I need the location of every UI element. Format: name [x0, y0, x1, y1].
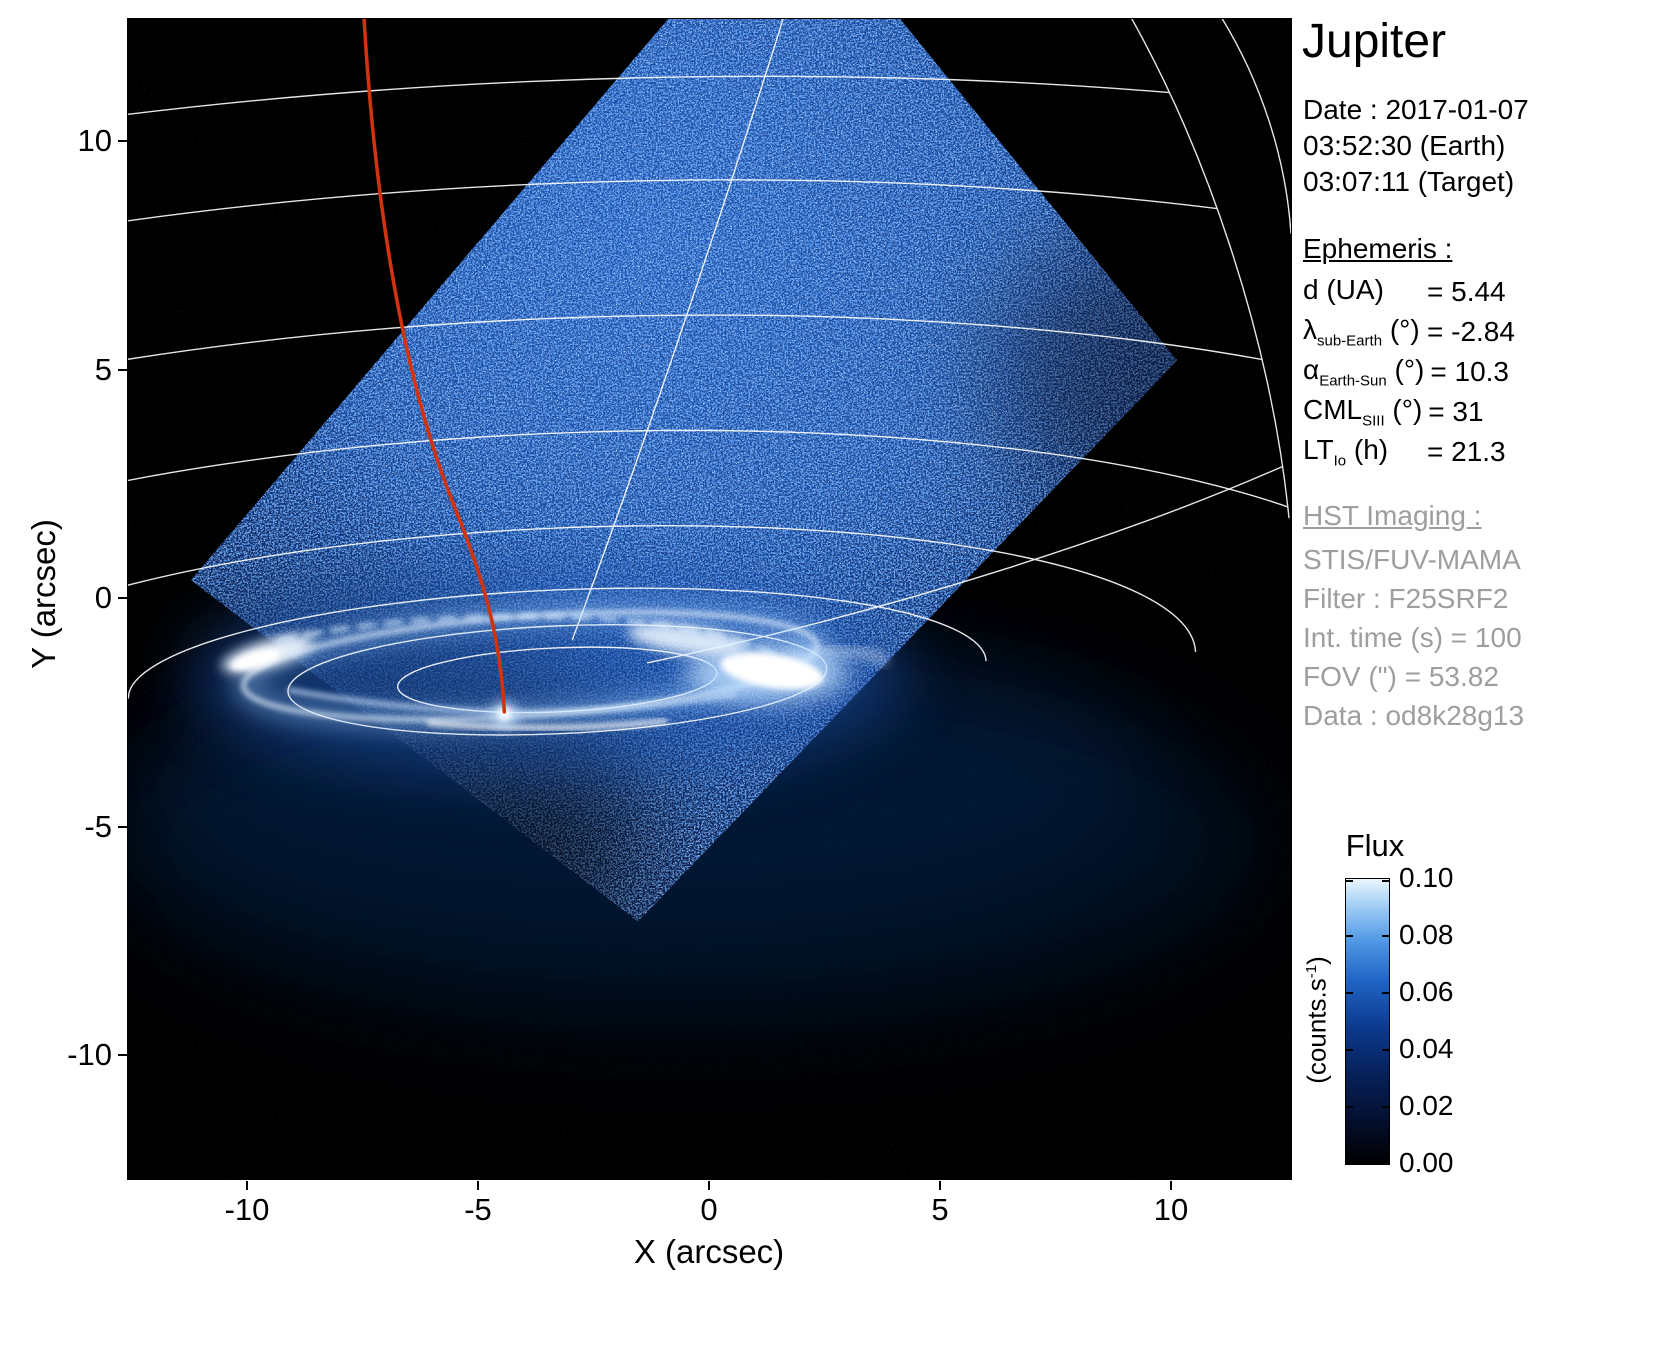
y-tick-label: -5: [84, 809, 112, 844]
axis-tick: [477, 1181, 479, 1190]
axis-tick: [118, 369, 127, 371]
x-tick-label: 0: [700, 1192, 718, 1227]
int-time-line: Int. time (s) = 100: [1303, 622, 1522, 653]
ephemeris-row-subearth-lat: λsub-Earth (°) = -2.84: [1303, 312, 1675, 352]
observation-datetime: Date : 2017-01-07 03:52:30 (Earth) 03:07…: [1303, 92, 1529, 200]
axis-tick: [708, 1181, 710, 1190]
y-tick-label: 5: [94, 352, 112, 387]
hst-imaging-heading: HST Imaging :: [1303, 500, 1482, 531]
ephemeris-row-distance: d (UA) = 5.44: [1303, 272, 1675, 312]
axis-tick: [1170, 1181, 1172, 1190]
filter-line: Filter : F25SRF2: [1303, 583, 1509, 614]
ephemeris-value: = -2.84: [1427, 316, 1515, 347]
ephemeris-heading: Ephemeris :: [1303, 233, 1453, 264]
ephemeris-label: LTIo (h): [1303, 434, 1389, 470]
x-axis-title: X (arcsec): [633, 1233, 785, 1270]
ephemeris-label: αEarth-Sun (°): [1303, 354, 1425, 390]
colorbar-tick-label: 0.02: [1399, 1090, 1454, 1121]
axis-tick: [118, 826, 127, 828]
fov-line: FOV (") = 53.82: [1303, 661, 1499, 692]
meridian-line: [646, 457, 1291, 664]
colorbar-tick-label: 0.08: [1399, 919, 1454, 950]
ephemeris-value: = 10.3: [1430, 356, 1510, 387]
ephemeris-row-cml: CMLSIII (°) = 31: [1303, 392, 1675, 432]
dataset-line: Data : od8k28g13: [1303, 700, 1525, 731]
x-tick-label: 10: [1153, 1192, 1189, 1227]
io-footprint-track: [362, 19, 507, 714]
earth-time-line: 03:52:30 (Earth): [1303, 130, 1506, 161]
y-tick-label: -10: [67, 1037, 112, 1072]
ephemeris-row-phase-angle: αEarth-Sun (°) = 10.3: [1303, 352, 1675, 392]
limb-arc: [1131, 19, 1290, 519]
ephemeris-row-io-local-time: LTIo (h) = 21.3: [1303, 432, 1675, 472]
x-tick-label: -5: [464, 1192, 492, 1227]
colorbar-units-label: (counts.s-1): [1301, 956, 1332, 1084]
ephemeris-value: = 21.3: [1427, 436, 1506, 467]
ephemeris-value: = 5.44: [1427, 276, 1506, 307]
colorbar-tick-label: 0.10: [1399, 862, 1454, 893]
image-canvas: [128, 19, 1291, 1179]
hst-imaging-block: STIS/FUV-MAMA Filter : F25SRF2 Int. time…: [1303, 540, 1524, 735]
colorbar-tick-label: 0.04: [1399, 1033, 1454, 1064]
ephemeris-label: d (UA): [1303, 274, 1384, 306]
limb-arc-outer: [1221, 19, 1291, 234]
y-axis-title: Y (arcsec): [25, 519, 62, 669]
axis-tick: [118, 140, 127, 142]
colorbar-tick-label: 0.00: [1399, 1147, 1454, 1178]
axis-tick: [118, 1054, 127, 1056]
colorbar-tick-label: 0.06: [1399, 976, 1454, 1007]
axis-tick: [939, 1181, 941, 1190]
x-tick-label: -10: [224, 1192, 270, 1227]
y-tick-label: 10: [77, 123, 112, 158]
ephemeris-value: = 31: [1428, 396, 1484, 427]
axis-tick: [246, 1181, 248, 1190]
meridian-line: [571, 19, 788, 641]
instrument-line: STIS/FUV-MAMA: [1303, 544, 1521, 575]
colorbar-title: Flux: [1345, 828, 1405, 863]
ephemeris-label: λsub-Earth (°): [1303, 314, 1420, 350]
auroral-oval: [221, 604, 889, 731]
axis-tick: [118, 597, 127, 599]
date-line: Date : 2017-01-07: [1303, 94, 1529, 125]
y-tick-label: 0: [94, 580, 112, 615]
x-tick-label: 5: [931, 1192, 949, 1227]
plot-frame: [127, 18, 1292, 1180]
target-time-line: 03:07:11 (Target): [1303, 166, 1515, 197]
target-title: Jupiter: [1302, 15, 1447, 68]
colorbar: [1345, 878, 1390, 1165]
ephemeris-table: d (UA) = 5.44 λsub-Earth (°) = -2.84 αEa…: [1303, 272, 1675, 472]
ephemeris-label: CMLSIII (°): [1303, 394, 1423, 430]
